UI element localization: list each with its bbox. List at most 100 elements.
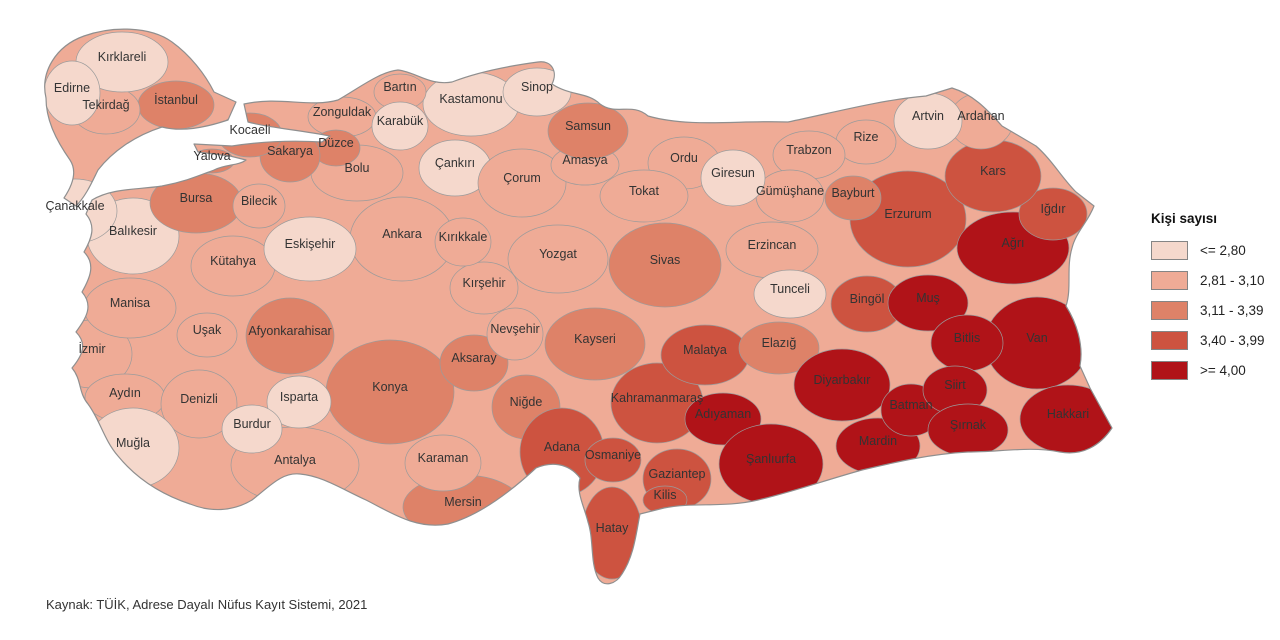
province-region	[544, 307, 646, 381]
province-label: Bingöl	[850, 292, 885, 306]
province-region	[221, 404, 283, 454]
province-label: Sivas	[650, 253, 681, 267]
province-label: Muğla	[116, 436, 150, 450]
province-region	[584, 437, 642, 483]
legend: Kişi sayısı <= 2,80 2,81 - 3,10 3,11 - 3,3…	[1151, 211, 1265, 391]
province-labels: Konya Ankara Sivas Erzurum Van Antalya Kastamo…	[45, 50, 1089, 535]
province-label: Nevşehir	[490, 322, 539, 336]
province-region	[738, 321, 820, 375]
legend-item-label: 2,81 - 3,10	[1200, 273, 1265, 288]
province-label: Antalya	[274, 453, 316, 467]
province-label: İzmir	[78, 342, 105, 356]
province-label: Bolu	[344, 161, 369, 175]
province-label: Rize	[853, 130, 878, 144]
province-region	[404, 434, 482, 492]
province-label: Bayburt	[831, 186, 875, 200]
province-label: Zonguldak	[313, 105, 372, 119]
province-label: Siirt	[944, 378, 966, 392]
legend-item: 2,81 - 3,10	[1151, 271, 1265, 290]
province-label: Bitlis	[954, 331, 980, 345]
province-label: Samsun	[565, 119, 611, 133]
province-label: Bursa	[180, 191, 213, 205]
province-label: Çorum	[503, 171, 541, 185]
province-label: Sinop	[521, 80, 553, 94]
province-label: Kastamonu	[439, 92, 502, 106]
province-label: Şanlıurfa	[746, 452, 796, 466]
province-label: Muş	[916, 291, 940, 305]
province-label: Ardahan	[957, 109, 1004, 123]
province-label: Burdur	[233, 417, 271, 431]
province-label: Eskişehir	[285, 237, 336, 251]
province-label: Karabük	[377, 114, 424, 128]
province-label: Kırklareli	[98, 50, 147, 64]
province-label: Edirne	[54, 81, 90, 95]
province-region	[434, 217, 492, 267]
province-region	[753, 269, 827, 319]
province-region	[486, 307, 544, 361]
province-label: Aydın	[109, 386, 141, 400]
legend-items: <= 2,80 2,81 - 3,10 3,11 - 3,39 3,40 - 3,99…	[1151, 241, 1265, 380]
province-label: Uşak	[193, 323, 222, 337]
province-region	[547, 102, 629, 160]
province-label: Şırnak	[950, 418, 987, 432]
province-cells	[44, 31, 1112, 580]
province-label: Aksaray	[451, 351, 497, 365]
province-label: Hakkari	[1047, 407, 1089, 421]
province-label: Amasya	[562, 153, 607, 167]
province-label: Afyonkarahisar	[248, 324, 331, 338]
province-label: Balıkesir	[109, 224, 157, 238]
province-label: Iğdır	[1040, 202, 1065, 216]
province-label: Adana	[544, 440, 580, 454]
province-label: Yalova	[193, 149, 230, 163]
province-region	[266, 375, 332, 429]
province-label: Erzurum	[884, 207, 931, 221]
legend-swatch	[1151, 241, 1188, 260]
province-label: Bilecik	[241, 194, 278, 208]
province-region	[700, 149, 766, 207]
province-region	[887, 274, 969, 332]
province-region	[507, 224, 609, 294]
province-region	[608, 222, 722, 308]
province-region	[232, 183, 286, 229]
province-label: Manisa	[110, 296, 150, 310]
province-label: Sakarya	[267, 144, 313, 158]
province-label: Tokat	[629, 184, 659, 198]
province-label: Kars	[980, 164, 1006, 178]
province-label: Artvin	[912, 109, 944, 123]
province-label: Erzincan	[748, 238, 797, 252]
province-label: Ordu	[670, 151, 698, 165]
province-label: Konya	[372, 380, 407, 394]
province-label: Bartın	[383, 80, 416, 94]
legend-swatch	[1151, 331, 1188, 350]
province-label: İstanbul	[154, 93, 198, 107]
province-label: Kayseri	[574, 332, 616, 346]
province-label: Mardin	[859, 434, 897, 448]
province-region	[439, 334, 509, 392]
province-label: Mersin	[444, 495, 482, 509]
legend-item-label: 3,11 - 3,39	[1200, 303, 1264, 318]
province-label: Tunceli	[770, 282, 810, 296]
province-label: Batman	[889, 398, 932, 412]
province-label: Kocaeli	[230, 123, 271, 137]
legend-item: 3,40 - 3,99	[1151, 331, 1265, 350]
province-label: Kütahya	[210, 254, 256, 268]
province-region	[371, 101, 429, 151]
legend-item: >= 4,00	[1151, 361, 1265, 380]
province-label: Diyarbakır	[814, 373, 871, 387]
province-region	[599, 169, 689, 223]
province-region	[793, 348, 891, 422]
province-label: Ankara	[382, 227, 422, 241]
province-region	[824, 175, 882, 221]
province-label: Gaziantep	[649, 467, 706, 481]
province-region	[245, 297, 335, 375]
source-note: Kaynak: TÜİK, Adrese Dayalı Nüfus Kayıt …	[46, 597, 368, 612]
province-label: Niğde	[510, 395, 543, 409]
province-label: Kırıkkale	[439, 230, 488, 244]
province-label: Giresun	[711, 166, 755, 180]
province-region	[160, 369, 238, 439]
province-label: Karaman	[418, 451, 469, 465]
province-label: Adıyaman	[695, 407, 751, 421]
legend-item-label: <= 2,80	[1200, 243, 1246, 258]
